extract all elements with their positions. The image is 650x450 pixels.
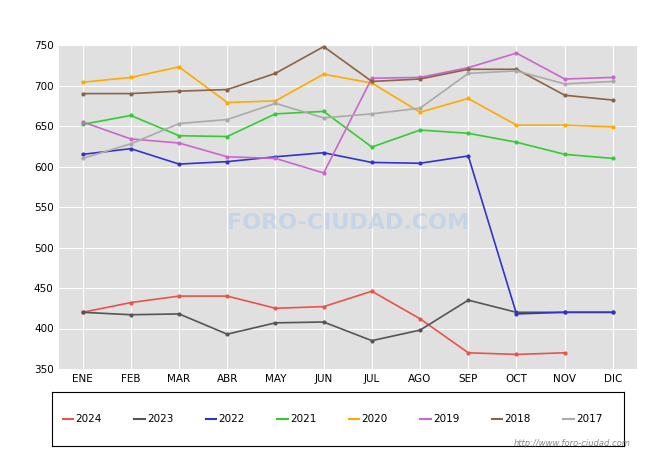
Text: 2024: 2024 bbox=[75, 414, 102, 423]
Text: 2021: 2021 bbox=[290, 414, 317, 423]
Text: 2017: 2017 bbox=[576, 414, 603, 423]
Text: FORO-CIUDAD.COM: FORO-CIUDAD.COM bbox=[227, 213, 469, 233]
Text: 2019: 2019 bbox=[433, 414, 460, 423]
Text: 2022: 2022 bbox=[218, 414, 245, 423]
Text: Afiliados en Ateca a 30/11/2024: Afiliados en Ateca a 30/11/2024 bbox=[181, 9, 469, 27]
Text: 2020: 2020 bbox=[361, 414, 388, 423]
Text: 2018: 2018 bbox=[504, 414, 531, 423]
Text: 2023: 2023 bbox=[147, 414, 174, 423]
Text: http://www.foro-ciudad.com: http://www.foro-ciudad.com bbox=[514, 439, 630, 448]
